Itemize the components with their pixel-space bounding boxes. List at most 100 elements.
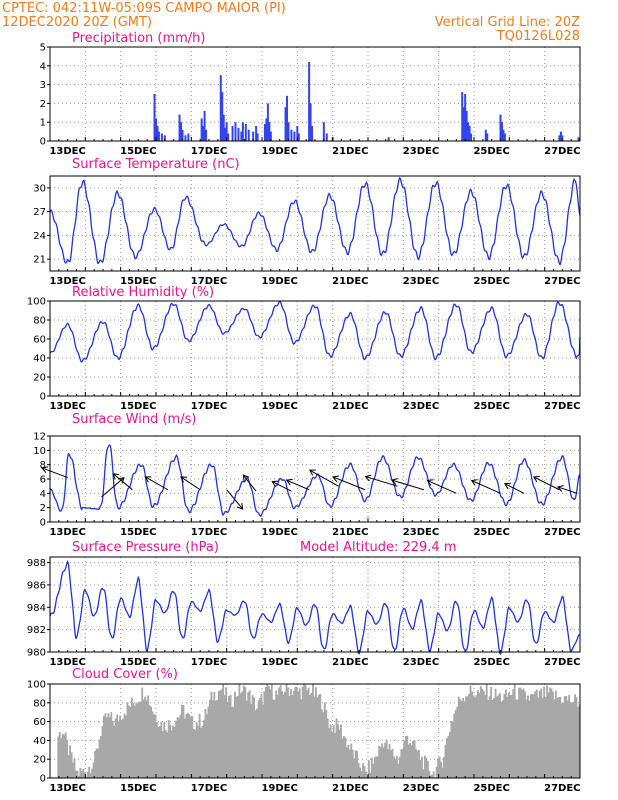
cloud-cover-bar bbox=[547, 692, 550, 778]
cloud-cover-bar bbox=[64, 732, 67, 778]
cloud-cover-bar bbox=[217, 690, 220, 778]
precip-bar bbox=[227, 133, 230, 141]
cloud-cover-bar bbox=[527, 695, 529, 778]
x-tick-label: 19DEC bbox=[261, 783, 297, 794]
x-tick-label: 23DEC bbox=[403, 146, 439, 157]
wind-vector-arrowhead bbox=[285, 478, 293, 486]
cloud-cover-bar bbox=[484, 695, 487, 778]
x-tick-label: 21DEC bbox=[332, 401, 368, 412]
x-tick-label: 25DEC bbox=[473, 401, 509, 412]
cloud-cover-bar bbox=[292, 690, 295, 778]
precip-panel: 0 1 2 3 4 5 13DEC 15DEC 17DEC 19DEC 21DEC 23DEC 25DE… bbox=[40, 31, 581, 157]
cloud-cover-bar bbox=[88, 766, 91, 778]
cloud-cover-bar bbox=[559, 696, 562, 778]
wind-vector-arrow bbox=[504, 483, 525, 494]
precip-bar bbox=[153, 94, 156, 141]
cloud-cover-bar bbox=[481, 688, 484, 778]
wind-vector-arrow bbox=[286, 479, 310, 491]
cloud-cover-bar bbox=[83, 772, 86, 778]
cloud-cover-bar bbox=[256, 708, 258, 778]
cloud-cover-bar bbox=[453, 713, 456, 778]
cloud-cover-bar bbox=[423, 755, 426, 778]
cloud-cover-bar bbox=[113, 725, 116, 778]
wind-vector-arrow bbox=[112, 473, 133, 491]
cloud-cover-bar bbox=[337, 724, 339, 778]
precip-bar bbox=[297, 133, 300, 141]
cloud-cover-bar bbox=[232, 706, 235, 778]
cloud-cover-bar bbox=[468, 693, 470, 778]
cloud-cover-bar bbox=[450, 720, 453, 778]
y-tick-label: 80 bbox=[33, 316, 46, 327]
y-tick-label: 4 bbox=[40, 489, 46, 500]
cloud-cover-bar bbox=[219, 690, 222, 778]
wind-vector-arrowhead bbox=[180, 476, 187, 483]
precip-bar bbox=[252, 131, 255, 141]
cloud-cover-bar bbox=[577, 706, 579, 778]
cloud-cover-bar bbox=[114, 718, 117, 778]
x-tick-label: 21DEC bbox=[332, 657, 368, 668]
cloud-cover-bar bbox=[528, 700, 531, 778]
wind-vector-arrowhead bbox=[532, 475, 540, 483]
y-tick-label: 2 bbox=[40, 503, 46, 514]
cloud-cover-bar bbox=[394, 758, 397, 778]
x-tick-label: 25DEC bbox=[473, 783, 509, 794]
cloud-cover-bar bbox=[310, 692, 313, 778]
cloud-cover-bar bbox=[393, 756, 395, 778]
x-tick-label: 23DEC bbox=[403, 276, 439, 287]
precip-bar bbox=[225, 122, 228, 141]
cloud-cover-bar bbox=[154, 714, 157, 778]
cloud-cover-bar bbox=[179, 714, 182, 778]
precip-bar bbox=[222, 114, 225, 141]
cloud-cover-bar bbox=[476, 690, 479, 778]
cloud-cover-bar bbox=[546, 685, 549, 778]
x-tick-label: 27DEC bbox=[544, 401, 580, 412]
cloud-cover-bar bbox=[135, 702, 138, 778]
x-tick-label: 27DEC bbox=[544, 527, 580, 538]
cloud-cover-bar bbox=[344, 737, 347, 778]
wind-series-line bbox=[49, 444, 581, 517]
cloud-cover-bar bbox=[117, 721, 120, 778]
precip-bar bbox=[561, 135, 564, 141]
cloud-cover-bar bbox=[509, 695, 512, 778]
cloud-cover-bar bbox=[288, 695, 291, 778]
cloud-cover-bar bbox=[103, 715, 105, 778]
cloud-cover-bar bbox=[410, 745, 413, 778]
cloud-cover-bar bbox=[535, 689, 538, 778]
cloud-cover-bar bbox=[437, 758, 440, 778]
cloud-cover-bar bbox=[194, 730, 197, 778]
cloud-cover-bar bbox=[462, 697, 465, 778]
pressure-frame bbox=[49, 556, 581, 653]
x-tick-label: 19DEC bbox=[261, 401, 297, 412]
cloud-cover-bar bbox=[123, 713, 126, 778]
cloud-cover-bar bbox=[141, 687, 144, 778]
y-tick-label: 982 bbox=[27, 625, 46, 636]
cloud-cover-bar bbox=[554, 690, 557, 778]
cloud-cover-bar bbox=[372, 763, 375, 778]
wind-vector-arrow bbox=[272, 481, 292, 492]
cloud-cover-bar bbox=[543, 686, 546, 778]
cloud-cover-bar bbox=[301, 687, 304, 778]
precip-title: Precipitation (mm/h) bbox=[72, 31, 205, 46]
x-tick-label: 21DEC bbox=[332, 146, 368, 157]
cloud-cover-bar bbox=[142, 699, 145, 778]
x-tick-label: 21DEC bbox=[332, 783, 368, 794]
precip-bar bbox=[577, 137, 580, 141]
cloud-cover-bar bbox=[75, 770, 77, 778]
cloud-cover-bar bbox=[497, 695, 500, 778]
cloud-cover-bar bbox=[459, 699, 462, 778]
precip-bar bbox=[203, 110, 206, 141]
cloud-cover-bar bbox=[116, 714, 119, 778]
cloud-cover-bar bbox=[487, 700, 490, 778]
precip-bar bbox=[468, 125, 471, 141]
cloud-cover-bar bbox=[251, 695, 254, 778]
cloud-cover-bar bbox=[242, 685, 245, 778]
cloud-cover-bar bbox=[363, 765, 366, 778]
cloud-cover-bar bbox=[139, 701, 142, 778]
cloud-cover-bar bbox=[270, 684, 273, 778]
precip-bar bbox=[221, 92, 224, 141]
cloud-cover-bar bbox=[133, 705, 136, 778]
wind-vector-arrow bbox=[145, 476, 169, 491]
cloud-cover-bar bbox=[315, 687, 317, 778]
cloud-cover-bar bbox=[278, 687, 281, 778]
cloud-cover-bar bbox=[401, 749, 404, 778]
